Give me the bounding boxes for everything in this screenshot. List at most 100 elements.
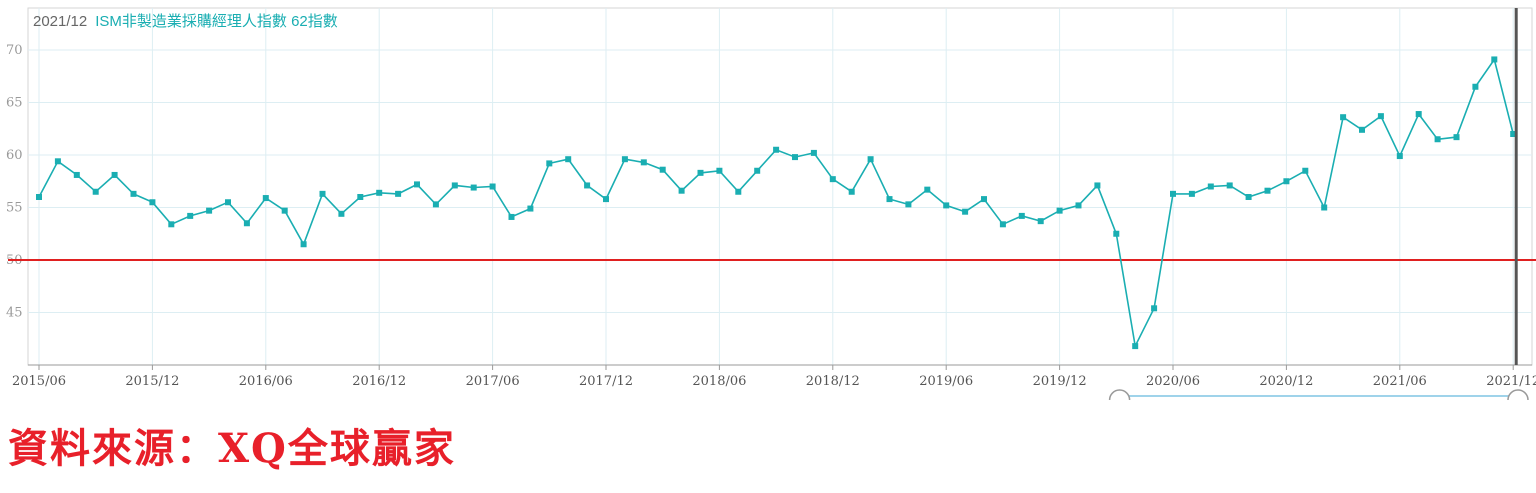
- x-tick-label: 2015/06: [12, 374, 66, 389]
- data-point-marker: [1491, 56, 1498, 63]
- data-point-marker: [999, 221, 1006, 228]
- data-point-marker: [1018, 212, 1025, 219]
- data-point-marker: [1302, 167, 1309, 174]
- data-point-marker: [1510, 131, 1517, 137]
- data-point-marker: [1377, 113, 1384, 120]
- data-point-marker: [867, 156, 874, 163]
- data-point-marker: [1434, 136, 1441, 143]
- data-point-marker: [130, 190, 137, 197]
- data-point-marker: [1170, 190, 1176, 197]
- data-point-marker: [1207, 183, 1214, 190]
- data-point-marker: [281, 207, 288, 214]
- data-point-marker: [621, 156, 628, 163]
- data-point-marker: [73, 171, 80, 178]
- x-tick-label: 2016/06: [239, 374, 293, 389]
- data-point-marker: [111, 171, 118, 178]
- data-point-marker: [1132, 343, 1139, 350]
- data-point-marker: [584, 182, 591, 189]
- data-point-marker: [924, 186, 931, 193]
- data-point-marker: [319, 190, 326, 197]
- x-tick-label: 2020/12: [1259, 374, 1313, 389]
- x-tick-label: 2016/12: [352, 374, 406, 389]
- data-point-marker: [546, 160, 553, 167]
- x-tick-label: 2018/06: [692, 374, 746, 389]
- data-point-marker: [792, 154, 798, 161]
- y-tick-label: 65: [6, 96, 23, 111]
- data-point-marker: [773, 146, 780, 153]
- y-tick-label: 55: [6, 201, 23, 216]
- data-point-marker: [1396, 153, 1403, 160]
- data-point-marker: [981, 196, 987, 203]
- data-point-marker: [1188, 190, 1195, 197]
- data-point-marker: [659, 166, 666, 173]
- data-point-marker: [1075, 202, 1082, 209]
- data-point-marker: [962, 208, 969, 215]
- data-point-marker: [1226, 182, 1233, 189]
- data-point-marker: [338, 210, 345, 217]
- data-point-marker: [187, 212, 194, 219]
- data-point-marker: [262, 195, 269, 202]
- data-point-marker: [735, 188, 742, 195]
- data-point-marker: [243, 220, 250, 227]
- data-point-marker: [697, 169, 704, 176]
- range-slider-right-handle: [1507, 389, 1529, 400]
- data-point-marker: [300, 241, 307, 248]
- data-point-marker: [489, 183, 496, 190]
- header-series-label: ISM非製造業採購經理人指數 62指數: [95, 13, 338, 30]
- x-tick-label: 2019/06: [919, 374, 973, 389]
- x-tick-label: 2017/06: [466, 374, 520, 389]
- data-point-marker: [1453, 134, 1460, 141]
- y-tick-label: 60: [6, 148, 23, 163]
- data-point-marker: [810, 149, 817, 156]
- data-point-marker: [1151, 305, 1158, 312]
- data-point-marker: [640, 159, 647, 166]
- data-point-marker: [414, 181, 420, 188]
- y-tick-label: 70: [6, 43, 23, 58]
- data-point-marker: [678, 187, 685, 194]
- x-tick-label: 2018/12: [806, 374, 860, 389]
- data-point-marker: [1056, 207, 1063, 214]
- x-tick-label: 2021/12: [1486, 374, 1536, 389]
- data-point-marker: [1472, 83, 1479, 90]
- data-point-marker: [376, 189, 383, 196]
- data-point-marker: [754, 167, 761, 174]
- data-point-marker: [1415, 111, 1422, 118]
- data-point-marker: [1359, 126, 1365, 133]
- data-point-marker: [508, 213, 515, 220]
- data-point-marker: [1094, 182, 1101, 189]
- data-point-marker: [149, 199, 156, 206]
- range-slider-left-handle: [1108, 389, 1131, 400]
- data-point-marker: [206, 207, 213, 214]
- data-point-marker: [943, 202, 950, 209]
- data-point-marker: [848, 188, 855, 195]
- data-point-marker: [886, 196, 893, 203]
- data-point-marker: [432, 201, 439, 208]
- data-point-marker: [1264, 187, 1271, 194]
- chart-panel: 45 50 55 60 65 70 2015/06 2015/12 2016/06 2016/12…: [6, 7, 1536, 400]
- data-point-marker: [527, 205, 534, 212]
- source-caption: 資料來源：XQ全球贏家: [8, 425, 456, 472]
- data-point-marker: [470, 184, 477, 191]
- x-tick-label: 2015/12: [125, 374, 179, 389]
- data-point-marker: [225, 199, 231, 206]
- data-point-marker: [565, 156, 572, 163]
- y-tick-label: 45: [6, 306, 23, 321]
- data-point-marker: [1113, 230, 1120, 237]
- data-point-marker: [357, 194, 364, 200]
- data-point-marker: [603, 196, 609, 203]
- data-point-marker: [451, 182, 458, 189]
- x-tick-label: 2020/06: [1146, 374, 1200, 389]
- data-point-marker: [829, 176, 836, 183]
- header-date: 2021/12: [33, 13, 88, 30]
- x-tick-label: 2021/06: [1373, 374, 1427, 389]
- data-point-marker: [92, 188, 99, 195]
- data-point-marker: [716, 167, 723, 174]
- data-point-marker: [54, 158, 61, 165]
- chart-header: 2021/12 ISM非製造業採購經理人指數 62指數: [33, 10, 338, 31]
- data-point-marker: [1340, 114, 1347, 121]
- data-point-marker: [168, 221, 175, 228]
- plot-frame: [27, 7, 1533, 366]
- data-point-marker: [1245, 194, 1252, 200]
- data-point-marker: [905, 201, 912, 208]
